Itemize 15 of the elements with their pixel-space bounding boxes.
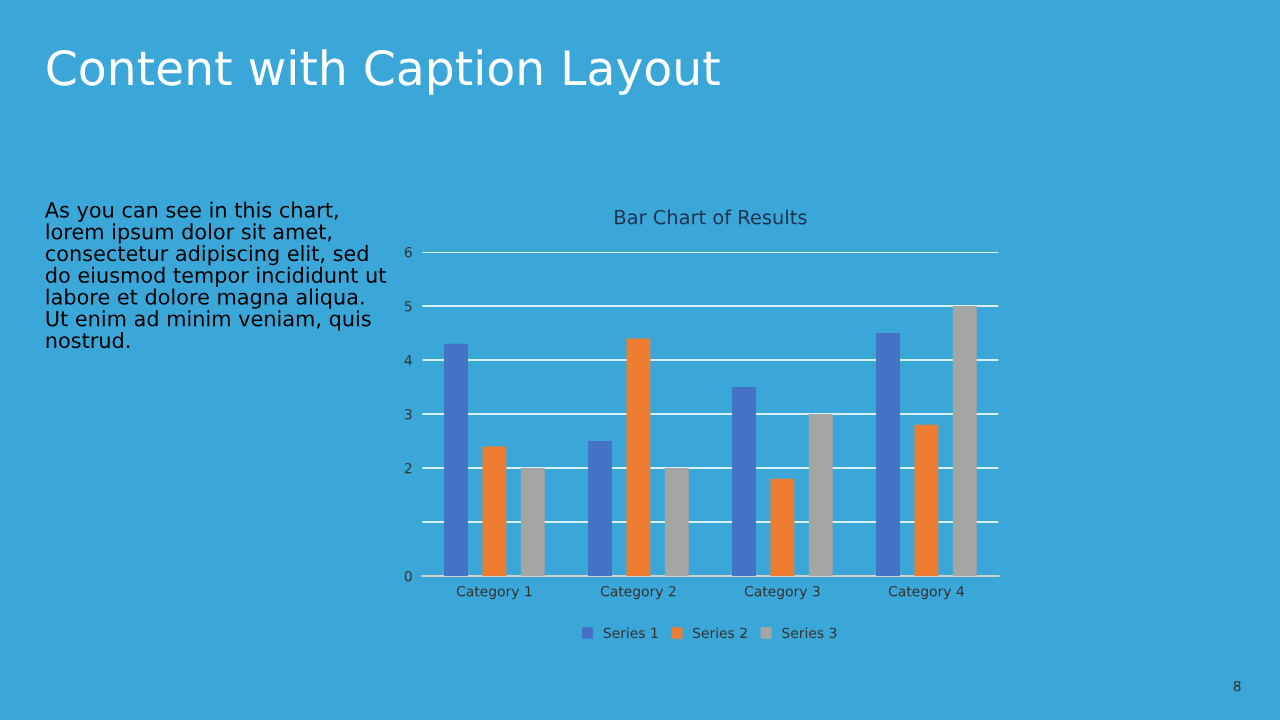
chart-title: Bar Chart of Results [615,209,807,225]
bar [914,424,939,576]
bar [732,387,756,576]
bar [482,446,507,576]
text: Content with Caption Layout [47,49,720,95]
bar [808,414,833,576]
text: As you can see in this chart, lorem ipsum dolor sit amet, consectetur adipiscing elit, sed do eiusmod tempor incididunt ut labore et dolore magna aliqua. Ut enim ad minim veniam, quis nostrud. [44,201,386,349]
bar [952,306,977,576]
bar [664,468,689,576]
bar [520,468,545,576]
bar [588,441,612,576]
bar [876,333,900,576]
bar [770,478,795,576]
bar [626,338,651,576]
bar [444,343,468,576]
